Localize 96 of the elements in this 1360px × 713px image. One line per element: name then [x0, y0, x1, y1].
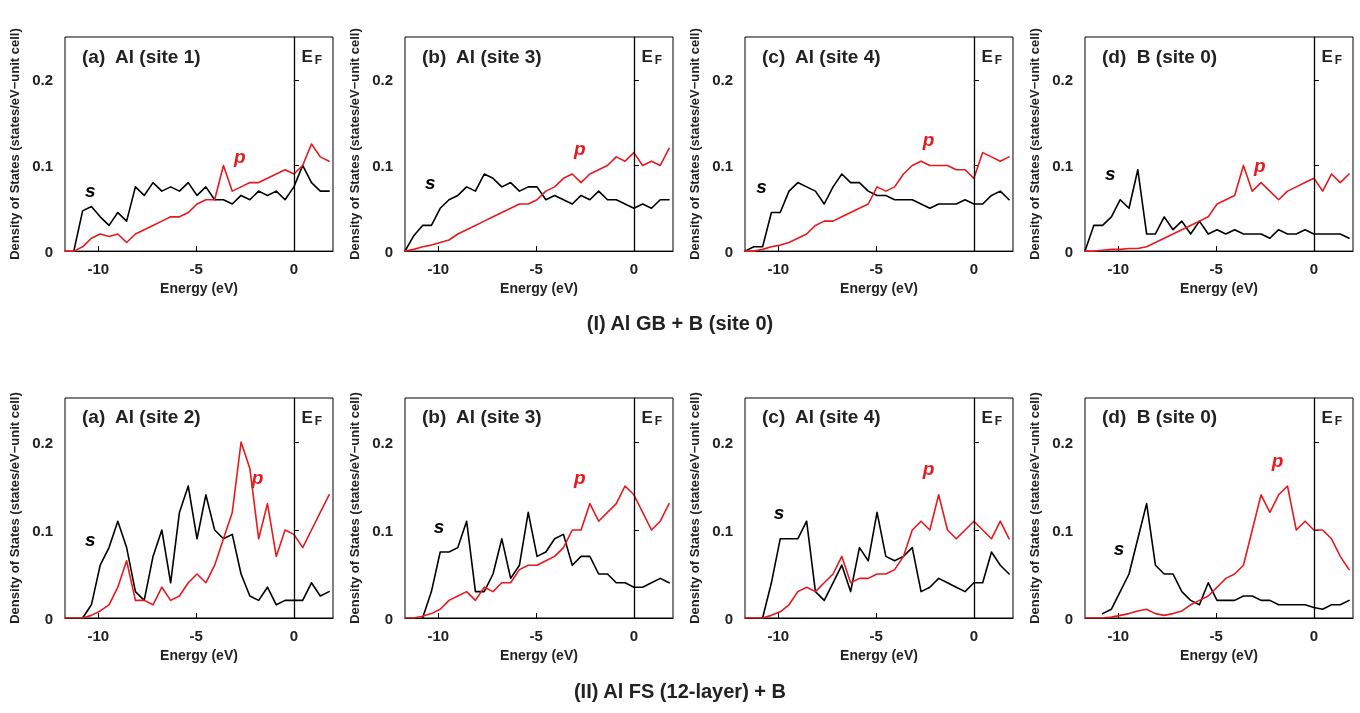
x-tick-label: -10	[767, 627, 790, 644]
y-axis-title: Density of States (states/eV−unit cell)	[1027, 28, 1042, 260]
text: (II) Al FS (12-layer) + B	[572, 680, 788, 703]
y-tick-label: 0	[384, 609, 393, 627]
text: (b) Al (site 3)	[422, 46, 542, 67]
y-tick-label: 0.1	[712, 156, 733, 174]
line-series	[744, 151, 1010, 252]
y-tick-label: 0.1	[712, 521, 733, 539]
x-tick-label: 0	[629, 260, 639, 278]
x-tick-label: -10	[427, 627, 450, 644]
y-tick-label: 0.2	[712, 433, 733, 451]
x-tick-label: -5	[1209, 627, 1223, 644]
y-tick-label: 0.2	[32, 71, 53, 89]
x-tick-label: -5	[529, 627, 543, 644]
y-tick-label: 0	[1064, 609, 1073, 627]
annotation: s	[756, 176, 767, 198]
annotation: s	[433, 515, 445, 537]
x-axis-title: Energy (eV)	[1180, 646, 1258, 663]
x-tick-label: 0	[969, 627, 979, 644]
text: (I) Al GB + B (site 0)	[585, 312, 775, 335]
annotation: p	[233, 146, 246, 168]
annotation: s	[1113, 537, 1125, 559]
y-tick-label: 0	[44, 242, 53, 260]
annotation: p	[573, 467, 586, 489]
annotation: p	[250, 467, 264, 489]
x-tick-label: 0	[289, 627, 299, 644]
y-axis-title: Density of States (states/eV−unit cell)	[7, 392, 22, 624]
chart-title: (c) Al (site 4)	[762, 406, 881, 427]
x-tick-label: -10	[87, 627, 110, 644]
annotation: p	[1253, 154, 1266, 176]
y-axis-title: Density of States (states/eV−unit cell)	[347, 28, 362, 260]
x-axis-title: Energy (eV)	[160, 646, 238, 663]
text: (c) Al (site 4)	[762, 46, 881, 67]
annotation: s	[1104, 163, 1116, 185]
x-tick-label: -10	[1107, 260, 1130, 278]
x-tick-label: -10	[427, 260, 450, 278]
y-tick-label: 0	[724, 609, 733, 627]
annotation: p	[921, 128, 935, 150]
y-tick-label: 0	[44, 609, 53, 627]
y-tick-label: 0	[724, 242, 733, 260]
y-axis-title: Density of States (states/eV−unit cell)	[7, 28, 22, 260]
y-tick-label: 0.2	[372, 433, 393, 451]
y-tick-label: 0.1	[32, 156, 53, 174]
annotation: s	[84, 180, 96, 202]
x-tick-label: -5	[1209, 260, 1223, 278]
line-series	[1084, 485, 1350, 619]
annotation: p	[573, 137, 586, 159]
chart-title: (b) Al (site 3)	[422, 406, 542, 427]
x-axis-title: Energy (eV)	[840, 646, 918, 663]
x-tick-label: 0	[1309, 627, 1319, 644]
y-tick-label: 0.1	[372, 521, 393, 539]
x-tick-label: 0	[1309, 260, 1319, 278]
y-axis-title: Density of States (states/eV−unit cell)	[687, 28, 702, 260]
x-tick-label: -5	[189, 260, 203, 278]
line-series	[744, 494, 1010, 619]
x-axis-title: Energy (eV)	[840, 280, 918, 296]
y-tick-label: 0.2	[372, 71, 393, 89]
y-tick-label: 0.2	[712, 71, 733, 89]
x-tick-label: -10	[767, 260, 790, 278]
line-series	[404, 147, 670, 252]
y-tick-label: 0.2	[1052, 433, 1073, 451]
text: (a) Al (site 1)	[82, 46, 201, 67]
x-tick-label: -10	[1107, 627, 1130, 644]
x-axis-title: Energy (eV)	[500, 646, 578, 663]
text: (d) B (site 0)	[1102, 46, 1218, 67]
y-tick-label: 0.1	[372, 156, 393, 174]
x-axis-title: Energy (eV)	[1180, 280, 1258, 296]
y-tick-label: 0.2	[1052, 71, 1073, 89]
y-tick-label: 0.1	[32, 521, 53, 539]
y-tick-label: 0.1	[1052, 521, 1073, 539]
chart-title: (a) Al (site 2)	[82, 406, 201, 427]
x-tick-label: 0	[289, 260, 299, 278]
x-tick-label: -5	[869, 627, 883, 644]
y-tick-label: 0	[384, 242, 393, 260]
x-tick-label: 0	[629, 627, 639, 644]
y-tick-label: 0.1	[1052, 156, 1073, 174]
x-tick-label: -5	[529, 260, 543, 278]
line-series	[64, 143, 330, 252]
x-tick-label: -10	[87, 260, 110, 278]
annotation: p	[921, 458, 935, 480]
line-series	[64, 441, 330, 619]
x-tick-label: 0	[969, 260, 979, 278]
x-axis-title: Energy (eV)	[160, 280, 238, 296]
annotation: s	[773, 502, 785, 524]
y-axis-title: Density of States (states/eV−unit cell)	[687, 392, 702, 624]
y-axis-title: Density of States (states/eV−unit cell)	[1027, 392, 1042, 624]
x-tick-label: -5	[869, 260, 883, 278]
chart-title: (d) B (site 0)	[1102, 406, 1218, 427]
y-tick-label: 0	[1064, 242, 1073, 260]
annotation: s	[84, 528, 96, 550]
x-tick-label: -5	[189, 627, 203, 644]
y-tick-label: 0.2	[32, 433, 53, 451]
y-axis-title: Density of States (states/eV−unit cell)	[347, 392, 362, 624]
annotation: s	[424, 171, 436, 193]
x-axis-title: Energy (eV)	[500, 280, 578, 296]
annotation: p	[1270, 449, 1284, 471]
